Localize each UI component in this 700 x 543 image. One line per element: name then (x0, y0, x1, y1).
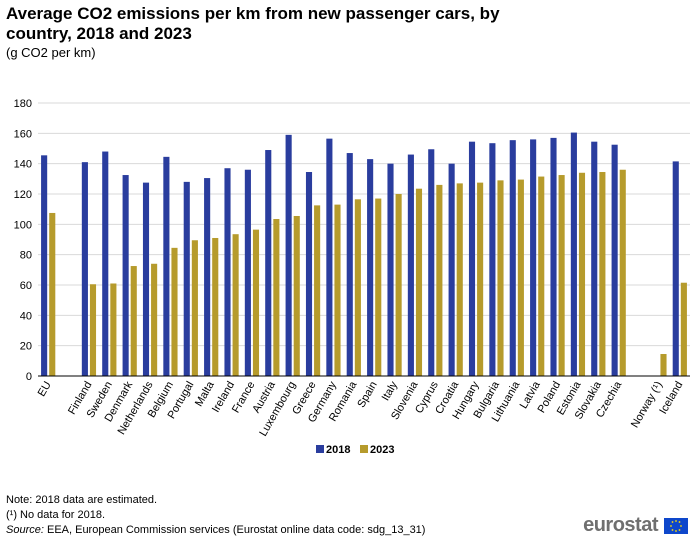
bar-2023 (415, 188, 423, 376)
bar-2023 (252, 229, 260, 376)
note-estimated: Note: 2018 data are estimated. (6, 494, 158, 506)
bar-2018 (672, 161, 679, 376)
x-tick-label: EU (36, 379, 54, 398)
bar-2018 (367, 159, 374, 376)
bar-2023 (293, 215, 300, 376)
bar-2023 (89, 284, 97, 376)
bar-2018 (387, 163, 394, 376)
bar-2018 (285, 134, 292, 376)
note-no-data: (¹) No data for 2018. (6, 509, 106, 521)
footnotes: Note: 2018 data are estimated. (¹) No da… (6, 493, 425, 538)
y-tick-label: 20 (20, 341, 32, 353)
bar-2018 (468, 141, 476, 376)
bar-2023 (110, 283, 117, 376)
source-text: EEA, European Commission services (Euros… (43, 524, 426, 536)
y-tick-label: 80 (20, 250, 32, 262)
y-tick-label: 140 (14, 159, 32, 171)
legend-swatch-2018 (316, 445, 324, 453)
y-tick-label: 180 (14, 98, 32, 110)
bar-2018 (41, 155, 48, 376)
bar-2023 (578, 172, 586, 376)
bar-2023 (49, 212, 56, 376)
x-tick-label: Italy (380, 379, 401, 403)
bar-2023 (232, 234, 239, 376)
bar-2023 (212, 237, 219, 376)
bar-2018 (428, 149, 435, 376)
eurostat-logo: eurostat (583, 514, 688, 537)
x-tick-label: Spain (355, 380, 379, 410)
y-tick-label: 100 (14, 219, 32, 231)
y-tick-label: 40 (20, 310, 32, 322)
bar-2023 (538, 176, 545, 376)
bar-2023 (680, 282, 687, 376)
bar-2023 (314, 205, 321, 376)
bar-2018 (530, 139, 537, 376)
bar-2018 (591, 141, 598, 376)
bar-2023 (436, 184, 443, 376)
y-tick-label: 0 (26, 371, 32, 383)
legend-swatch-2023 (360, 445, 368, 453)
bar-2023 (151, 263, 158, 376)
bar-2018 (611, 144, 618, 376)
y-tick-label: 120 (14, 189, 32, 201)
bar-2023 (395, 194, 402, 376)
bar-2018 (224, 168, 231, 376)
bar-2018 (122, 175, 129, 376)
bar-2018 (570, 132, 577, 376)
bar-2018 (102, 151, 109, 376)
source-line: Source: EEA, European Commission service… (6, 523, 425, 538)
bar-2018 (550, 137, 557, 376)
chart-title: Average CO2 emissions per km from new pa… (6, 4, 500, 43)
legend-label-2023: 2023 (370, 444, 394, 456)
source-label: Source: (6, 524, 44, 536)
bar-2018 (81, 162, 88, 376)
bar-2023 (599, 172, 606, 376)
bar-2023 (477, 182, 484, 376)
bar-2023 (171, 247, 178, 376)
bar-2018 (142, 182, 150, 376)
bar-2023 (456, 183, 463, 376)
logo-text: eurostat (583, 514, 658, 536)
chart-subtitle: (g CO2 per km) (6, 45, 96, 60)
bar-2023 (558, 175, 565, 376)
bar-2023 (375, 198, 382, 376)
bar-2023 (660, 354, 667, 376)
bar-2023 (191, 240, 198, 376)
bar-2023 (273, 219, 280, 376)
bar-2018 (407, 154, 414, 376)
bar-2018 (265, 150, 272, 376)
bar-2023 (517, 179, 524, 376)
bar-2018 (183, 181, 190, 376)
bar-2023 (354, 199, 361, 376)
bar-2018 (509, 140, 516, 376)
bar-2018 (448, 163, 455, 376)
bar-2023 (497, 180, 504, 376)
bar-2018 (305, 172, 313, 376)
y-tick-label: 60 (20, 280, 32, 292)
eu-flag-icon (664, 517, 688, 534)
bar-2018 (346, 153, 353, 376)
legend-label-2018: 2018 (326, 444, 350, 456)
bar-2018 (326, 138, 333, 376)
bar-2018 (489, 143, 496, 376)
bar-2018 (244, 169, 251, 376)
bar-2023 (334, 204, 341, 376)
bar-2018 (204, 178, 211, 376)
y-tick-label: 160 (14, 128, 32, 140)
bar-2023 (130, 266, 137, 376)
bar-2018 (163, 156, 170, 376)
bar-2023 (619, 169, 626, 376)
